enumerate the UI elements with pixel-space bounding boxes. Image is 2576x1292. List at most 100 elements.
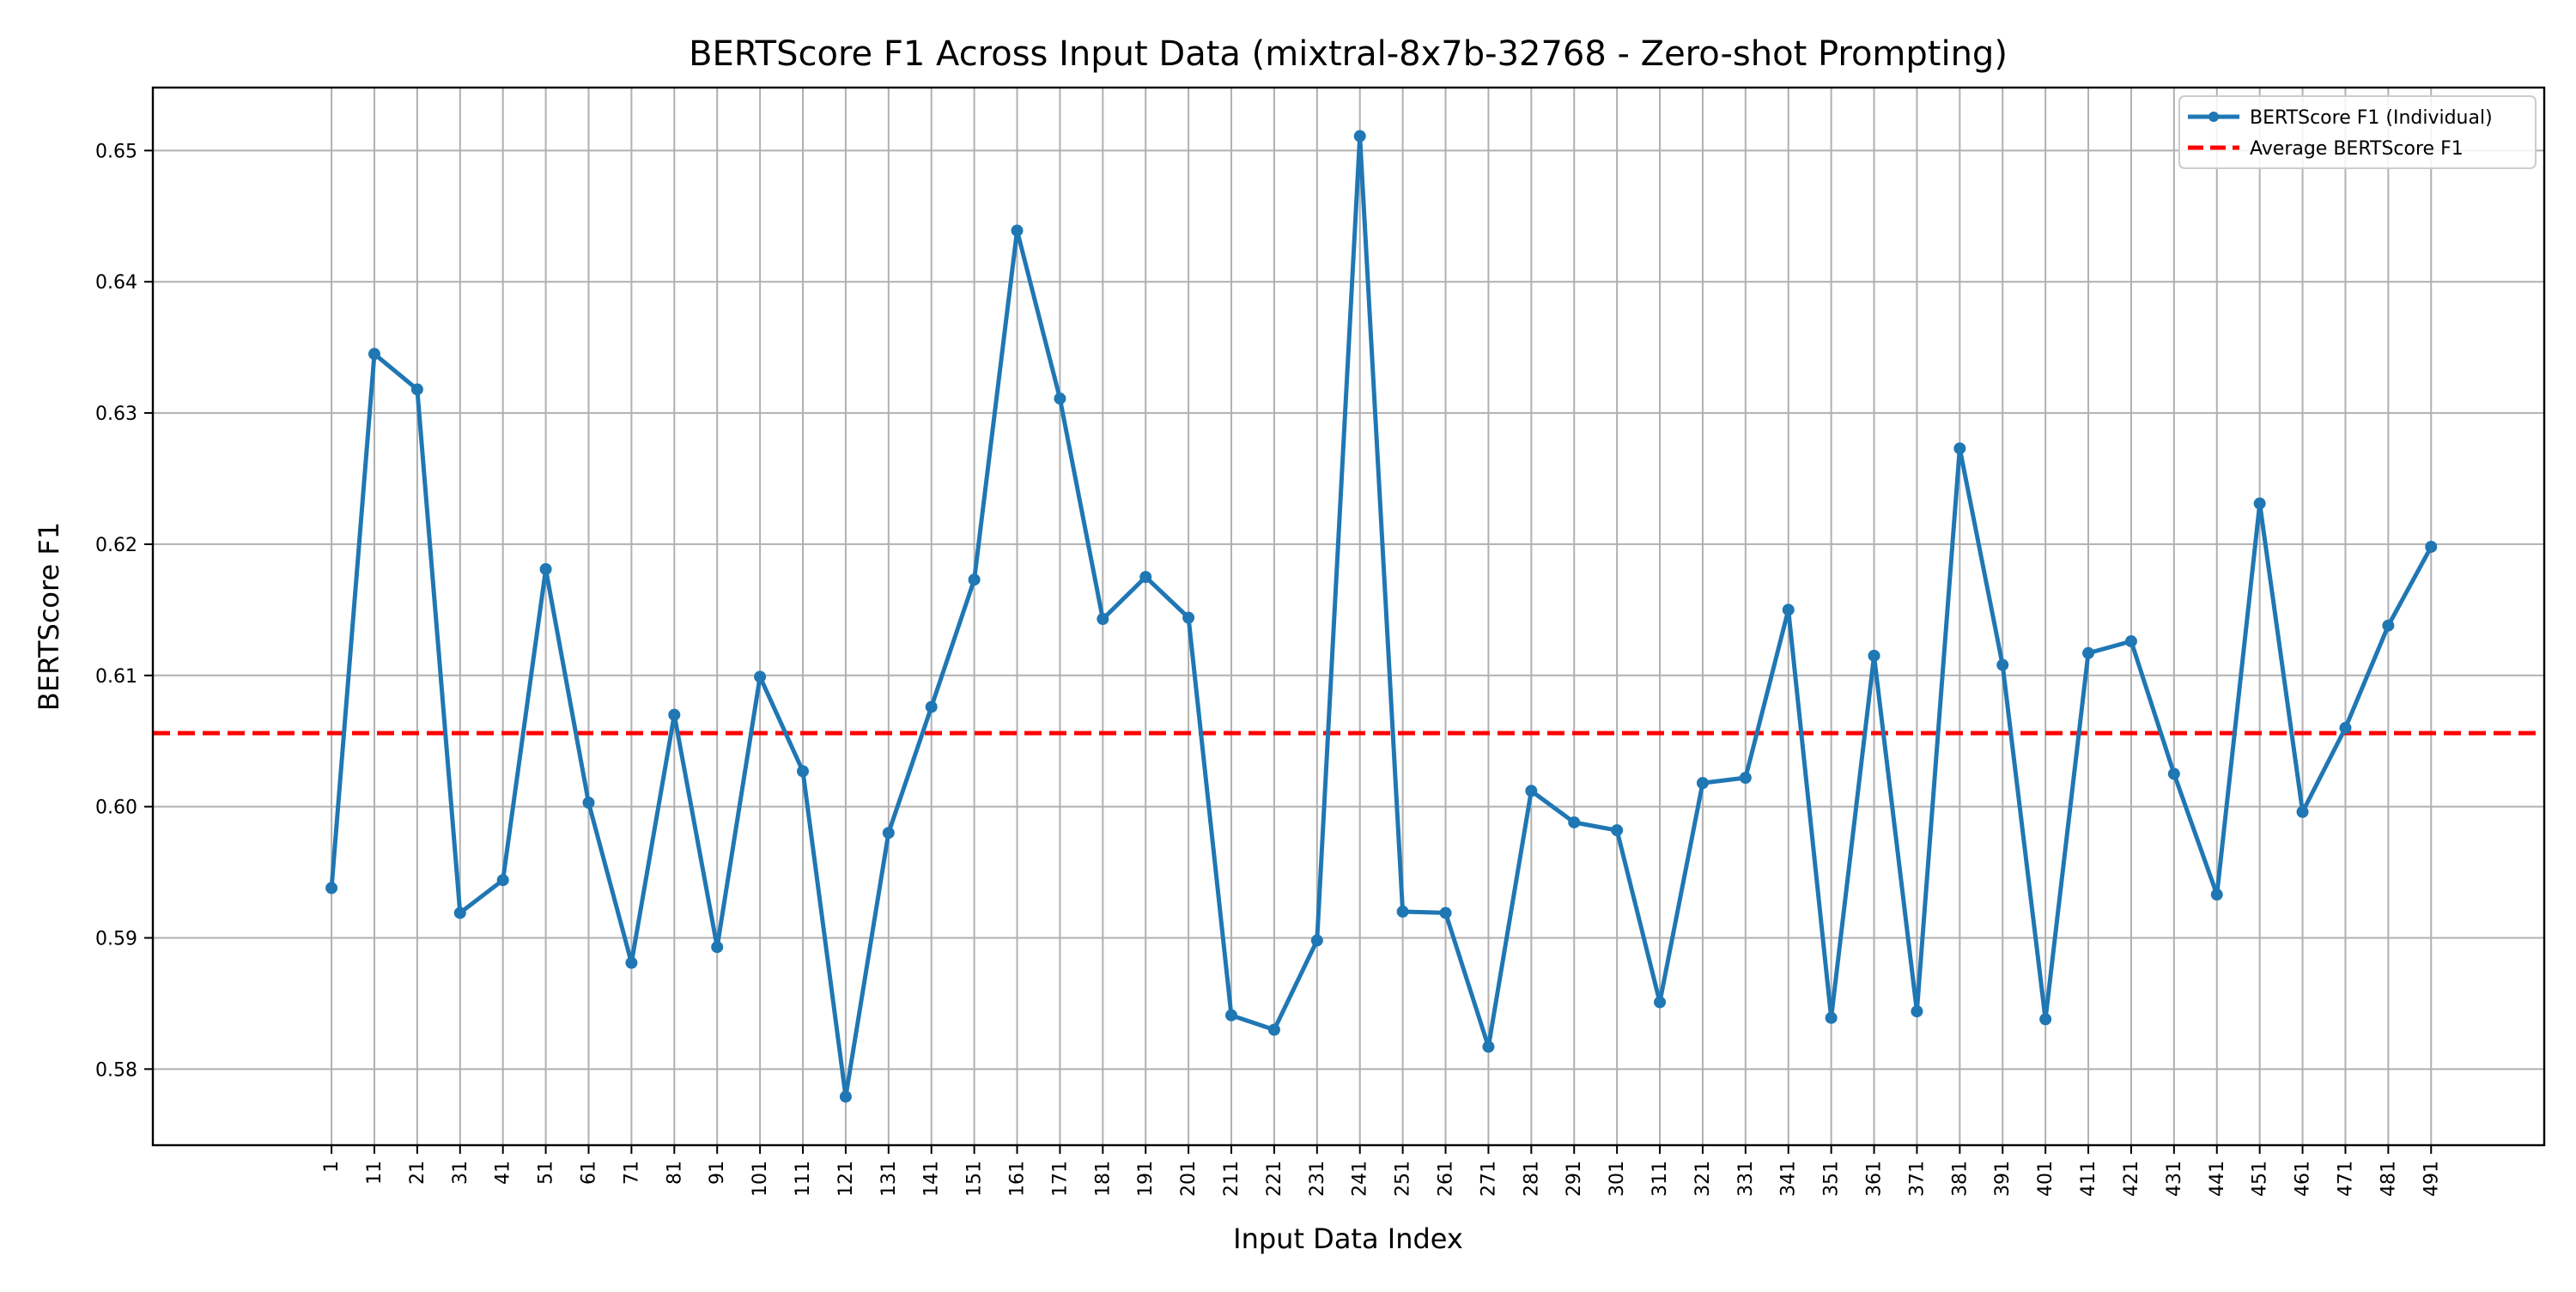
- data-point: [1396, 905, 1409, 918]
- x-tick-label: 91: [707, 1161, 728, 1185]
- data-point: [1782, 604, 1795, 616]
- data-point: [1568, 816, 1581, 828]
- series-line-individual: [329, 134, 2433, 1099]
- data-point: [797, 765, 810, 778]
- x-tick-label: 431: [2164, 1161, 2185, 1197]
- data-point: [2296, 805, 2309, 818]
- x-tick-label: 471: [2335, 1161, 2356, 1197]
- grid-lines: [153, 88, 2544, 1145]
- data-point: [1525, 785, 1538, 798]
- data-point: [1439, 907, 1452, 919]
- data-point: [1996, 658, 2009, 671]
- data-point: [2425, 540, 2438, 553]
- data-point: [1654, 996, 1667, 1009]
- x-tick-label: 201: [1178, 1161, 1200, 1197]
- data-point: [1054, 392, 1066, 405]
- data-point: [1825, 1011, 1838, 1024]
- data-point: [754, 670, 767, 683]
- data-point: [925, 701, 938, 713]
- data-point: [1353, 130, 1366, 143]
- data-point: [2167, 767, 2180, 780]
- data-point: [882, 827, 895, 840]
- x-tick-label: 391: [1992, 1161, 2014, 1197]
- x-tick-label: 461: [2293, 1161, 2314, 1197]
- data-point: [325, 882, 338, 895]
- data-point: [539, 562, 552, 575]
- y-tick-label: 0.64: [95, 272, 137, 294]
- x-tick-label: 481: [2378, 1161, 2399, 1197]
- x-tick-label: 221: [1264, 1161, 1285, 1197]
- x-tick-label: 291: [1564, 1161, 1585, 1197]
- series-layer: [325, 130, 2438, 1103]
- data-point: [2382, 619, 2395, 632]
- data-point: [582, 797, 595, 810]
- x-tick-label: 301: [1607, 1161, 1628, 1197]
- x-tick-label: 41: [493, 1161, 514, 1185]
- data-point: [1139, 571, 1152, 584]
- data-point: [2253, 497, 2266, 510]
- x-tick-label: 311: [1649, 1161, 1671, 1197]
- data-point: [1868, 649, 1880, 662]
- data-point: [410, 383, 423, 396]
- legend: BERTScore F1 (Individual) Average BERTSc…: [2178, 95, 2537, 169]
- data-point: [496, 874, 509, 887]
- data-point: [2339, 721, 2352, 734]
- data-point: [368, 348, 380, 361]
- data-point: [1911, 1005, 1923, 1018]
- y-tick-label: 0.61: [95, 666, 137, 688]
- x-tick-label: 121: [835, 1161, 857, 1197]
- x-tick-label: 101: [750, 1161, 771, 1197]
- x-tick-label: 211: [1221, 1161, 1242, 1197]
- x-tick-label: 281: [1521, 1161, 1542, 1197]
- data-point: [711, 941, 724, 954]
- y-tick-label: 0.63: [95, 403, 137, 425]
- x-axis-label: Input Data Index: [1233, 1222, 1463, 1255]
- x-tick-label: 231: [1307, 1161, 1328, 1197]
- x-tick-label: 251: [1393, 1161, 1414, 1197]
- x-tick-label: 171: [1049, 1161, 1071, 1197]
- data-point: [1953, 442, 1966, 455]
- y-tick-label: 0.62: [95, 535, 137, 556]
- x-tick-label: 51: [536, 1161, 557, 1185]
- data-point: [968, 573, 981, 586]
- data-point: [2124, 635, 2137, 648]
- y-axis-label: BERTScore F1: [33, 522, 65, 711]
- data-point: [1696, 777, 1709, 790]
- data-point: [2039, 1013, 2052, 1026]
- x-tick-label: 71: [621, 1161, 642, 1185]
- plot-area-frame: [151, 86, 2546, 1147]
- x-tick-label: 321: [1692, 1161, 1714, 1197]
- x-tick-label: 11: [364, 1161, 386, 1185]
- data-point: [1011, 224, 1024, 237]
- data-point: [1611, 824, 1624, 837]
- x-tick-label: 381: [1949, 1161, 1971, 1197]
- data-point: [1310, 934, 1323, 947]
- data-point: [1739, 772, 1752, 785]
- x-tick-label: 141: [921, 1161, 943, 1197]
- data-point: [1267, 1023, 1280, 1036]
- x-tick-label: 241: [1350, 1161, 1371, 1197]
- x-tick-label: 161: [1007, 1161, 1029, 1197]
- data-point: [668, 708, 681, 721]
- legend-marker-individual: [2208, 112, 2219, 122]
- x-tick-label: 181: [1092, 1161, 1114, 1197]
- data-point: [453, 907, 466, 919]
- data-point: [2082, 646, 2095, 659]
- data-point: [1482, 1040, 1495, 1053]
- x-tick-label: 401: [2035, 1161, 2057, 1197]
- legend-label-average: Average BERTScore F1: [2250, 138, 2464, 160]
- x-tick-label: 81: [664, 1161, 685, 1185]
- x-tick-label: 111: [793, 1161, 814, 1197]
- legend-box: [2178, 95, 2537, 169]
- x-tick-label: 451: [2250, 1161, 2271, 1197]
- x-tick-label: 421: [2121, 1161, 2142, 1197]
- y-tick-label: 0.59: [95, 928, 137, 949]
- y-axis-ticks: 0.58 0.59 0.60 0.61 0.62 0.63 0.64 0.65: [95, 141, 153, 1081]
- data-point: [1182, 611, 1195, 624]
- x-tick-label: 351: [1821, 1161, 1843, 1197]
- x-tick-label: 61: [578, 1161, 599, 1185]
- x-tick-label: 21: [407, 1161, 428, 1185]
- y-tick-label: 0.65: [95, 141, 137, 162]
